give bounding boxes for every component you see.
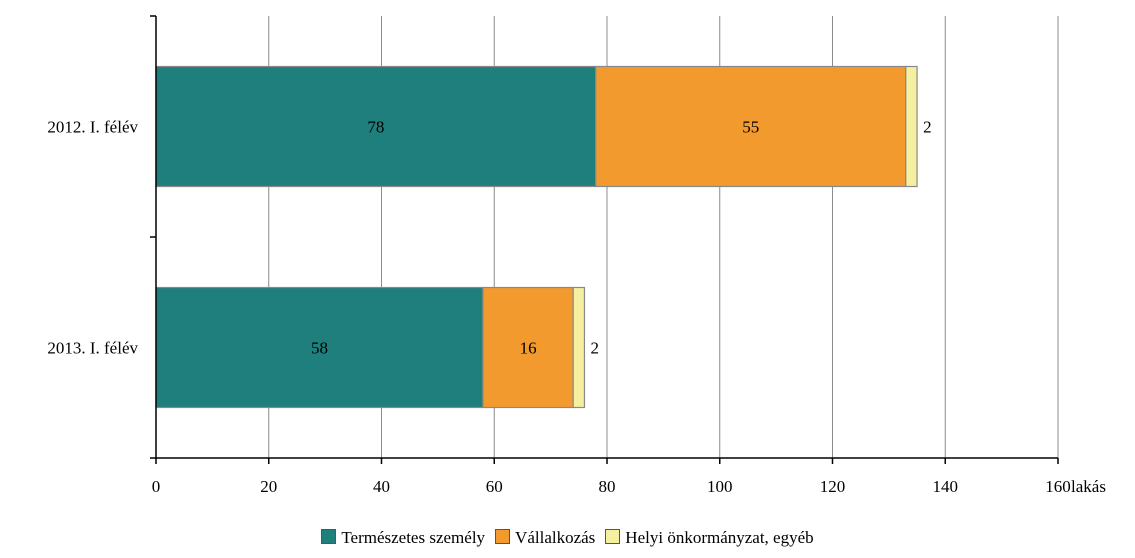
data-label: 2 (923, 118, 932, 137)
category-label: 2012. I. félév (47, 118, 138, 137)
bars (155, 65, 918, 409)
chart-plot: 0 20 40 60 80 100 120 140 160 lakás 2012. I. félév… (47, 15, 1106, 497)
legend-item: Helyi önkormányzat, egyéb (605, 528, 814, 548)
legend-label: Helyi önkormányzat, egyéb (625, 528, 814, 547)
bar-segment (572, 286, 586, 409)
bar-segment (595, 65, 907, 188)
legend-label: Vállalkozás (515, 528, 596, 547)
x-tick-label: 160 (1045, 477, 1071, 496)
legend-item: Természetes személy (321, 528, 485, 548)
data-label: 58 (311, 339, 328, 358)
legend-label: Természetes személy (341, 528, 486, 547)
x-tick-label: 120 (820, 477, 846, 496)
data-label: 78 (367, 118, 384, 137)
x-axis-unit-label: lakás (1071, 477, 1106, 496)
x-tick-label: 100 (707, 477, 733, 496)
x-tick-label: 0 (152, 477, 161, 496)
x-tick-label: 80 (599, 477, 616, 496)
legend-swatch (321, 529, 337, 544)
data-label: 55 (742, 118, 759, 137)
legend: Természetes személy Vállalkozás Helyi önko… (0, 528, 1135, 548)
legend-swatch (495, 529, 511, 544)
legend-swatch (605, 529, 621, 544)
labels: 0 20 40 60 80 100 120 140 160 lakás 2012. I. félév… (47, 118, 1106, 497)
x-tick-label: 20 (260, 477, 277, 496)
x-tick-label: 60 (486, 477, 503, 496)
axes (150, 15, 1059, 464)
data-label: 16 (520, 339, 537, 358)
data-label: 2 (590, 339, 599, 358)
x-tick-label: 140 (933, 477, 959, 496)
legend-item: Vállalkozás (495, 528, 595, 548)
category-label: 2013. I. félév (47, 339, 138, 358)
bar-segment (482, 286, 574, 409)
x-tick-label: 40 (373, 477, 390, 496)
bar-segment (905, 65, 918, 188)
